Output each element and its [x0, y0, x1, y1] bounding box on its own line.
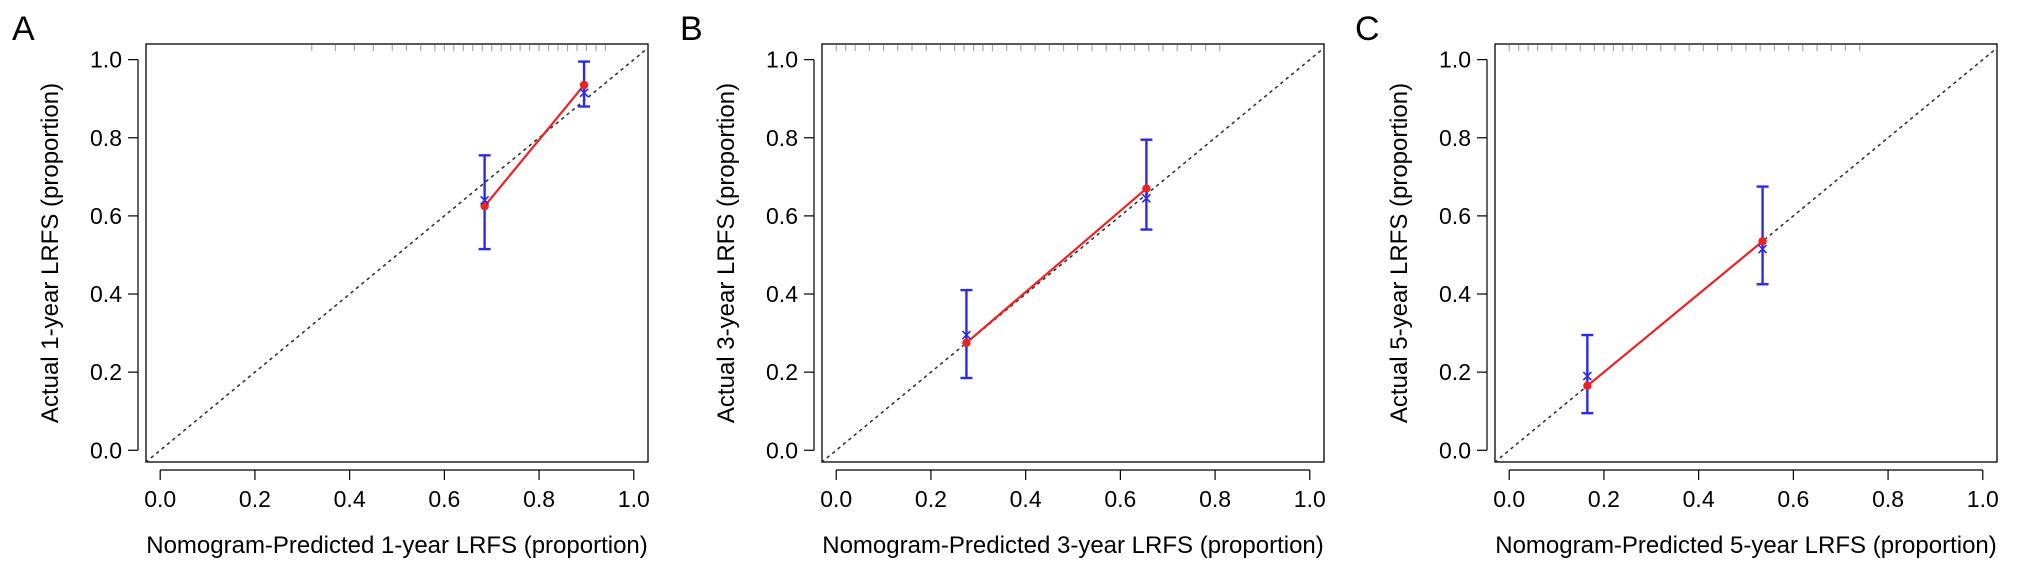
marker-stroke: [480, 195, 490, 205]
y-tick-label: 0.6: [766, 203, 798, 229]
y-tick-label: 0.4: [90, 281, 122, 307]
marker-stroke: [1758, 244, 1768, 254]
calibration-panel: B 0.0 0.2 0.4 0.6 0.8 1.0 0.0 0.2 0.4 0.6 0.8 1.0 Nom…: [680, 10, 1326, 559]
observed-line: [965, 187, 1148, 344]
x-tick-label: 0.8: [523, 486, 555, 512]
y-tick-label: 0.4: [766, 281, 798, 307]
plot-frame: [1494, 43, 1998, 463]
observed-line: [1586, 240, 1764, 387]
x-tick-label: 0.8: [1199, 486, 1231, 512]
observed-line: [483, 84, 585, 207]
x-tick-label: 0.0: [820, 486, 852, 512]
y-tick-label: 0.8: [766, 125, 798, 151]
x-tick-label: 0.6: [428, 486, 460, 512]
x-tick-label: 0.4: [1683, 486, 1715, 512]
x-axis-title: Nomogram-Predicted 1-year LRFS (proporti…: [146, 532, 648, 559]
y-axis-title: Actual 5-year LRFS (proportion): [1386, 83, 1413, 423]
y-tick-label: 0.2: [1439, 359, 1471, 385]
panel-letter: A: [12, 10, 35, 48]
y-tick-label: 1.0: [1439, 47, 1471, 73]
bias-corrected-marker: [1758, 244, 1768, 254]
y-tick-label: 0.0: [1439, 437, 1471, 463]
observed-point: [1142, 184, 1151, 193]
bias-corrected-marker: [1141, 193, 1151, 203]
panel-letter: B: [680, 10, 703, 48]
calibration-panel: A 0.0 0.2 0.4 0.6 0.8 1.0 0.0 0.2 0.4 0.6 0.8 1.0 Nom…: [12, 10, 650, 559]
reference-line: [145, 47, 649, 463]
plot-frame: [145, 43, 649, 463]
bias-corrected-marker: [1582, 371, 1592, 381]
x-tick-label: 0.0: [1493, 486, 1525, 512]
panel-letter: C: [1355, 10, 1380, 48]
y-axis-title: Actual 3-year LRFS (proportion): [713, 83, 740, 423]
x-tick-label: 0.2: [1588, 486, 1620, 512]
observed-point: [1758, 237, 1767, 246]
x-tick-label: 0.6: [1104, 486, 1136, 512]
marker-stroke: [961, 330, 972, 340]
x-tick-label: 1.0: [618, 486, 650, 512]
y-tick-label: 1.0: [766, 47, 798, 73]
x-tick-label: 0.4: [1010, 486, 1042, 512]
bias-corrected-marker: [579, 88, 589, 98]
y-tick-label: 0.2: [90, 359, 122, 385]
y-tick-label: 0.2: [766, 359, 798, 385]
y-tick-label: 0.8: [90, 125, 122, 151]
bias-corrected-marker: [961, 330, 972, 340]
marker-stroke: [1141, 193, 1151, 203]
x-tick-label: 0.2: [239, 486, 271, 512]
x-tick-label: 0.6: [1777, 486, 1809, 512]
y-axis-title: Actual 1-year LRFS (proportion): [37, 83, 64, 423]
y-tick-label: 0.0: [766, 437, 798, 463]
x-tick-label: 1.0: [1294, 486, 1326, 512]
x-tick-label: 0.4: [334, 486, 366, 512]
x-axis-title: Nomogram-Predicted 3-year LRFS (proporti…: [822, 532, 1324, 559]
observed-point: [1583, 381, 1592, 391]
reference-line: [821, 47, 1325, 463]
x-tick-label: 1.0: [1967, 486, 1999, 512]
y-tick-label: 0.0: [90, 437, 122, 463]
y-tick-label: 0.8: [1439, 125, 1471, 151]
y-tick-label: 0.6: [90, 203, 122, 229]
y-tick-label: 0.4: [1439, 281, 1471, 307]
observed-point: [962, 338, 971, 348]
x-axis-title: Nomogram-Predicted 5-year LRFS (proporti…: [1495, 532, 1997, 559]
observed-point: [579, 80, 589, 90]
calibration-panel: C 0.0 0.2 0.4 0.6 0.8 1.0 0.0 0.2 0.4 0.6 0.8 1.0 Nom…: [1355, 10, 1999, 559]
observed-point: [480, 201, 489, 211]
x-tick-label: 0.2: [915, 486, 947, 512]
y-tick-label: 1.0: [90, 47, 122, 73]
y-tick-label: 0.6: [1439, 203, 1471, 229]
x-tick-label: 0.8: [1872, 486, 1904, 512]
bias-corrected-marker: [480, 195, 490, 205]
plot-frame: [821, 43, 1325, 463]
x-tick-label: 0.0: [144, 486, 176, 512]
marker-stroke: [1582, 371, 1592, 381]
marker-stroke: [579, 88, 589, 98]
